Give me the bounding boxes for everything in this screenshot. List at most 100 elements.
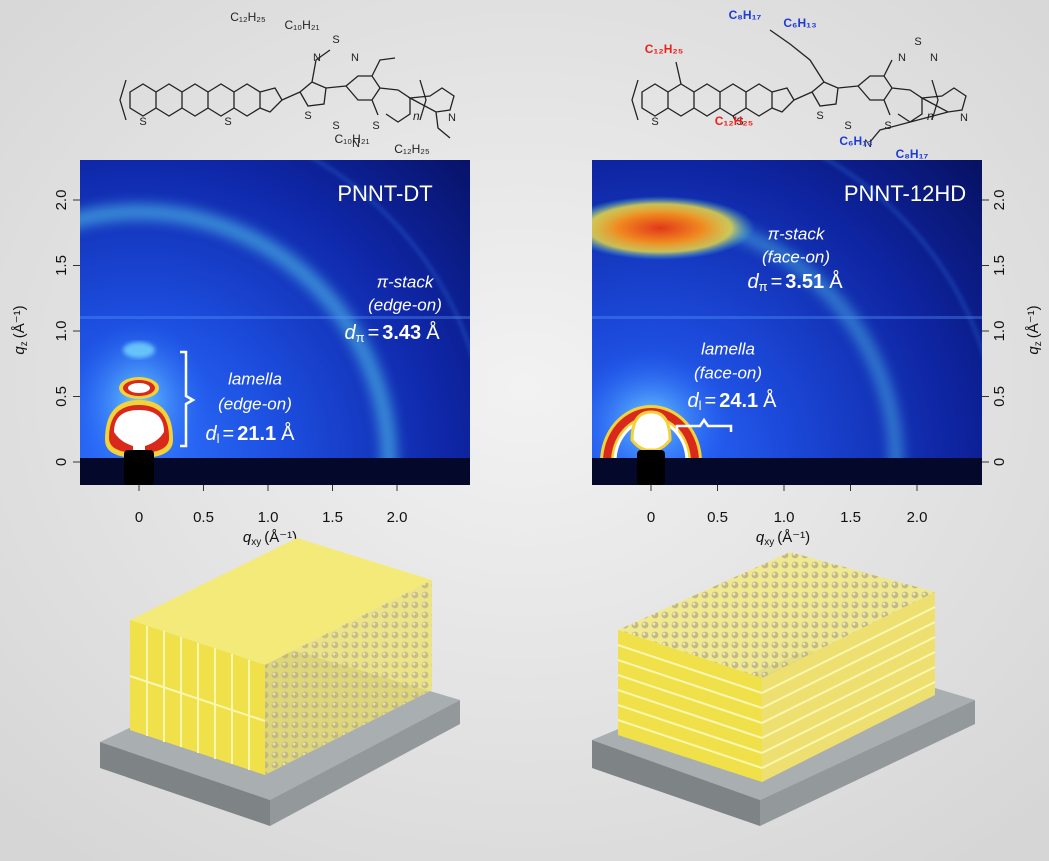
side-chain-label: C₆H₁₃ — [783, 16, 816, 30]
atom-label: S — [332, 120, 339, 132]
text-part: 24.1 — [719, 390, 758, 412]
y-tick-label: 1.5 — [991, 255, 1008, 276]
x-tick-label: 0.5 — [193, 509, 214, 526]
atom-label: S — [736, 116, 743, 128]
annotation-orientation: (face-on) — [694, 363, 762, 382]
atom-label: N — [864, 138, 872, 150]
spacing: dπ = 3.51 Å — [747, 270, 843, 294]
annotation-label: lamella — [701, 339, 755, 358]
text-part: 21.1 — [237, 423, 276, 445]
text-part: d — [206, 423, 218, 445]
y-tick-label: 1.5 — [53, 255, 70, 276]
text-part: q — [1025, 346, 1042, 355]
side-chain-label: C₁₂H₂₅ — [394, 142, 430, 156]
text-part: q — [11, 346, 28, 355]
y-tick-label: 0.5 — [991, 386, 1008, 407]
text-part: (Å⁻¹) — [1025, 305, 1042, 338]
side-chain-label: C₁₂H₂₅ — [645, 42, 683, 56]
text-part: Å — [763, 389, 777, 412]
annotation-label: lamella — [228, 369, 282, 388]
atom-label: N — [313, 52, 321, 64]
annotation-label: π-stack — [377, 272, 435, 291]
text-part: l — [699, 398, 702, 413]
text-part: l — [217, 431, 220, 446]
repeat-unit-label: n — [927, 109, 934, 123]
x-tick-label: 2.0 — [907, 509, 928, 526]
text-part: d — [747, 271, 759, 293]
y-tick-label: 2.0 — [53, 190, 70, 211]
model-face-on — [592, 552, 975, 826]
text-part: π — [356, 330, 365, 345]
atom-label: N — [930, 52, 938, 64]
annotation-orientation: (face-on) — [762, 247, 830, 266]
atom-label: N — [351, 52, 359, 64]
text-part: d — [688, 390, 700, 412]
x-tick-label: 1.0 — [258, 509, 279, 526]
text-part: xy — [764, 537, 774, 548]
text-part: (Å⁻¹) — [11, 305, 28, 338]
y-tick-label: 0 — [991, 458, 1008, 466]
annotation-orientation: (edge-on) — [218, 394, 292, 413]
text-part: 3.51 — [785, 271, 824, 293]
text-part: d — [344, 322, 356, 344]
annotation-label: π-stack — [768, 224, 826, 243]
text-part: (Å⁻¹) — [264, 529, 297, 546]
structure-left — [119, 49, 455, 139]
x-tick-label: 0.5 — [707, 509, 728, 526]
y-tick-label: 0.5 — [53, 386, 70, 407]
atom-label: S — [651, 116, 658, 128]
annotation-orientation: (edge-on) — [368, 295, 442, 314]
x-tick-label: 0 — [647, 509, 655, 526]
y-tick-label: 1.0 — [53, 321, 70, 342]
text-part: z — [1033, 341, 1044, 346]
lamella-bracket — [675, 417, 733, 432]
x-tick-label: 1.5 — [840, 509, 861, 526]
side-chain-label: C₈H₁₇ — [896, 147, 929, 161]
text-part: = — [771, 271, 783, 293]
atom-label: S — [224, 116, 231, 128]
x-tick-label: 2.0 — [387, 509, 408, 526]
model-edge-on — [100, 538, 460, 826]
x-tick-label: 0 — [135, 509, 143, 526]
text-part: q — [243, 529, 252, 546]
text-part: z — [19, 341, 30, 346]
atom-label: N — [960, 112, 968, 124]
lamella-bracket — [180, 350, 196, 448]
atom-label: S — [372, 120, 379, 132]
side-chain-label: C₁₀H₂₁ — [334, 132, 369, 146]
panel-title: PNNT-DT — [337, 181, 432, 206]
x-axis-title: qxy (Å⁻¹) — [756, 529, 810, 548]
atom-label: N — [898, 52, 906, 64]
text-part: xy — [251, 537, 261, 548]
y-tick-label: 2.0 — [991, 190, 1008, 211]
text-part: Å — [281, 422, 295, 445]
side-chain-label: C₁₂H₂₅ — [230, 10, 266, 24]
side-chain-label: C₈H₁₇ — [729, 8, 762, 22]
repeat-unit-label: n — [413, 109, 420, 123]
atom-label: S — [139, 116, 146, 128]
text-part: = — [368, 322, 380, 344]
y-axis-title: qz (Å⁻¹) — [1025, 305, 1044, 354]
spacing: dl = 24.1 Å — [688, 389, 778, 413]
text-part: = — [705, 390, 717, 412]
text-part: (Å⁻¹) — [777, 529, 810, 546]
atom-label: S — [816, 110, 823, 122]
atom-label: N — [352, 138, 360, 150]
side-chain-label: C₆H₁₃ — [839, 134, 872, 148]
side-chain-label: C₁₂H₂₅ — [715, 114, 753, 128]
text-part: q — [756, 529, 765, 546]
y-tick-label: 0 — [53, 458, 70, 466]
x-axis-title: qxy (Å⁻¹) — [243, 529, 297, 548]
text-part: 3.43 — [382, 322, 421, 344]
text-part: Å — [829, 270, 843, 293]
atom-label: S — [914, 36, 921, 48]
x-tick-label: 1.5 — [322, 509, 343, 526]
giwaxs-image-right — [592, 160, 982, 485]
atom-label: N — [448, 112, 456, 124]
spacing: dπ = 3.43 Å — [344, 321, 440, 345]
spacing: dl = 21.1 Å — [206, 422, 296, 446]
atom-label: S — [332, 34, 339, 46]
x-tick-label: 1.0 — [774, 509, 795, 526]
atom-label: S — [304, 110, 311, 122]
